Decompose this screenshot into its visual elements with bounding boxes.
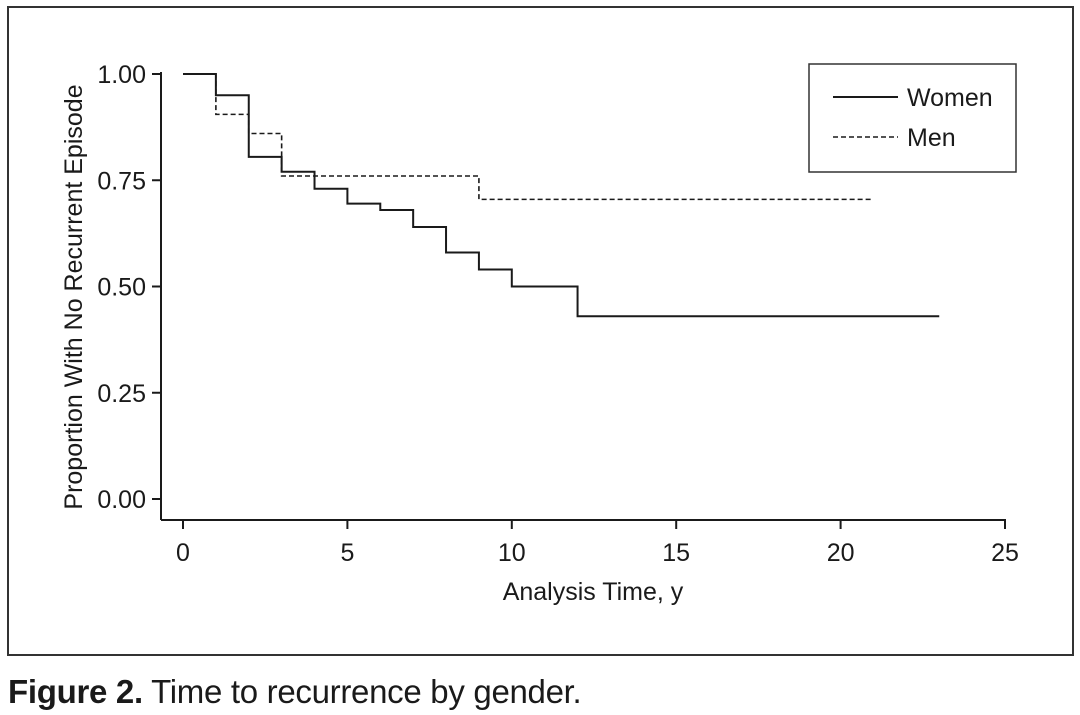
y-tick-label: 0.50: [97, 274, 146, 302]
series-layer: [183, 73, 940, 318]
caption-text: Time to recurrence by gender.: [142, 673, 582, 710]
series-line-women: [183, 73, 940, 318]
chart-axes: 0.00 0.25 0.50 0.75 1.00 0 5 10 15 20 25: [97, 61, 1019, 567]
figure-frame: [7, 6, 1074, 656]
x-tick-label: 25: [991, 539, 1019, 567]
x-tick-label: 0: [176, 539, 190, 567]
caption-label: Figure 2.: [8, 673, 143, 710]
y-tick-label: 0.75: [97, 167, 146, 195]
y-tick-label: 0.00: [97, 486, 146, 514]
x-axis-title: Analysis Time, y: [503, 578, 684, 606]
y-tick-label: 1.00: [97, 61, 146, 89]
x-tick-label: 5: [340, 539, 354, 567]
chart-legend: Women Men: [808, 63, 1017, 173]
y-axis-title: Proportion With No Recurrent Episode: [60, 84, 88, 509]
x-tick-label: 10: [498, 539, 526, 567]
y-tick-label: 0.25: [97, 380, 146, 408]
survival-chart: 0.00 0.25 0.50 0.75 1.00 0 5 10 15 20 25 Women Men…: [60, 61, 1019, 606]
legend-box: [808, 63, 1017, 173]
x-tick-label: 20: [827, 539, 855, 567]
x-tick-label: 15: [662, 539, 690, 567]
legend-label-men: Men: [907, 124, 956, 152]
series-line-men: [183, 73, 874, 201]
legend-label-women: Women: [907, 84, 993, 112]
figure-caption: Figure 2. Time to recurrence by gender.: [8, 672, 582, 712]
